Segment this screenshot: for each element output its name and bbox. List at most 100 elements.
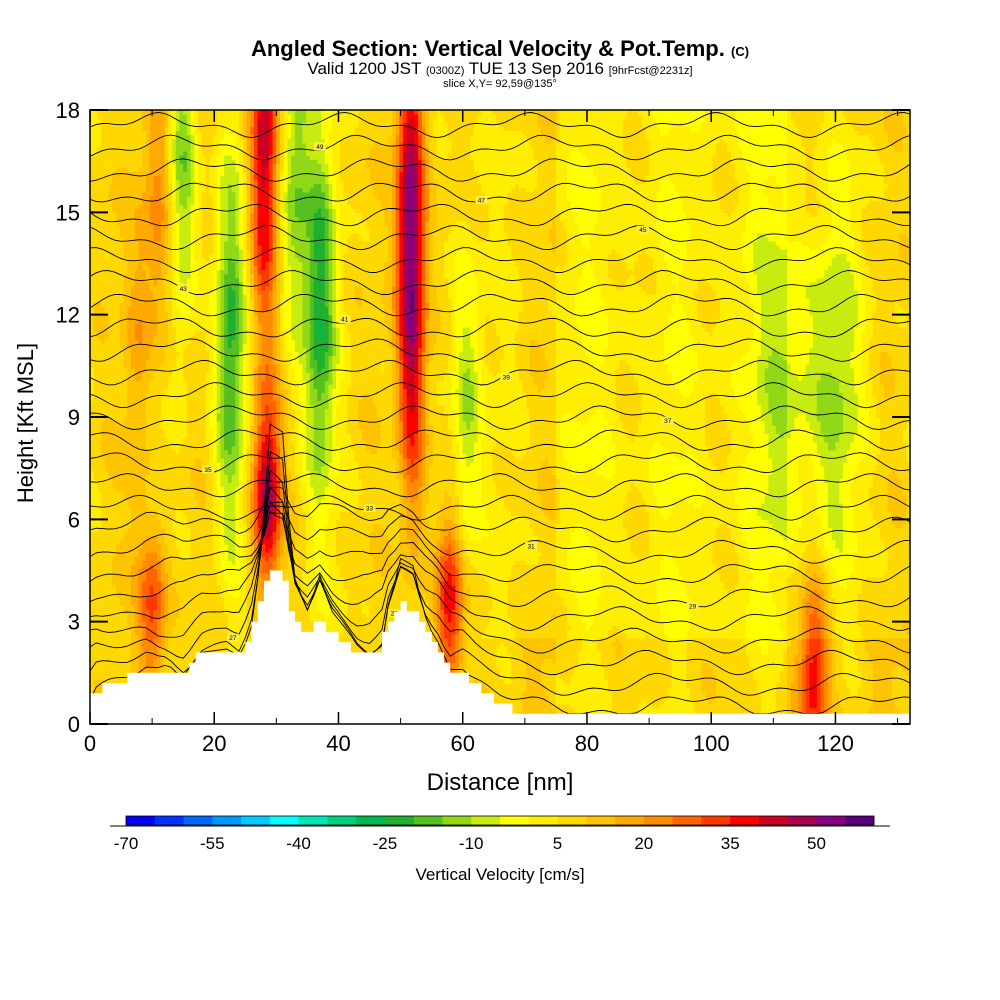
field-cell (104, 429, 110, 434)
field-cell (168, 552, 173, 557)
field-cell (194, 556, 199, 561)
field-cell (108, 257, 113, 263)
field-cell (153, 347, 158, 353)
field-cell (131, 556, 136, 561)
field-cell (101, 134, 106, 140)
field-cell (198, 396, 203, 402)
field-cell (186, 130, 192, 136)
field-cell (168, 126, 173, 132)
field-cell (160, 212, 166, 218)
field-cell (97, 146, 102, 152)
field-cell (108, 298, 113, 303)
field-cell (168, 347, 173, 353)
field-cell (157, 138, 162, 144)
field-cell (186, 298, 192, 303)
field-cell (194, 482, 199, 488)
field-cell (183, 482, 188, 488)
field-cell (131, 470, 136, 475)
field-cell (160, 150, 166, 156)
field-cell (142, 638, 147, 643)
field-cell (116, 191, 121, 197)
field-cell (90, 642, 95, 647)
field-cell (168, 629, 173, 635)
field-cell (149, 462, 154, 467)
field-cell (190, 310, 195, 316)
field-cell (145, 515, 151, 520)
field-cell (101, 654, 106, 660)
field-cell (172, 179, 177, 185)
field-cell (97, 384, 102, 389)
field-cell (205, 200, 210, 205)
field-cell (164, 146, 169, 152)
field-cell (119, 527, 125, 533)
field-cell (134, 457, 140, 463)
field-cell (153, 564, 158, 570)
field-cell (201, 359, 207, 365)
field-cell (119, 331, 125, 336)
field-cell (93, 355, 99, 361)
field-cell (194, 572, 199, 578)
field-cell (198, 412, 203, 418)
field-cell (112, 249, 117, 254)
field-cell (172, 666, 177, 672)
field-cell (157, 146, 162, 152)
field-cell (157, 580, 162, 586)
field-cell (127, 400, 132, 406)
field-cell (138, 412, 143, 418)
field-cell (183, 212, 188, 218)
field-cell (138, 245, 143, 250)
field-cell (183, 412, 188, 418)
field-cell (175, 212, 181, 218)
field-cell (190, 195, 195, 201)
field-cell (112, 429, 117, 434)
field-cell (194, 417, 199, 422)
field-cell (123, 175, 128, 181)
field-cell (123, 118, 128, 123)
field-cell (112, 257, 117, 263)
field-cell (101, 588, 106, 594)
field-cell (149, 474, 154, 479)
field-cell (198, 265, 203, 271)
field-cell (164, 523, 169, 529)
field-cell (116, 625, 121, 631)
field-cell (116, 224, 121, 230)
field-cell (160, 388, 166, 394)
field-cell (179, 257, 184, 263)
field-cell (142, 142, 147, 148)
field-cell (142, 457, 147, 463)
field-cell (90, 212, 95, 218)
field-cell (127, 376, 132, 381)
field-cell (198, 146, 203, 152)
field-cell (134, 257, 140, 263)
field-cell (201, 212, 207, 218)
field-cell (142, 273, 147, 279)
field-cell (205, 261, 210, 267)
field-cell (145, 658, 151, 664)
field-cell (164, 441, 169, 447)
field-cell (90, 580, 95, 586)
field-cell (90, 457, 95, 463)
field-cell (190, 629, 195, 635)
field-cell (104, 359, 110, 365)
field-cell (131, 584, 136, 590)
field-cell (205, 457, 210, 463)
field-cell (172, 568, 177, 574)
field-cell (179, 490, 184, 496)
field-cell (157, 142, 162, 148)
field-cell (157, 531, 162, 537)
field-cell (175, 331, 181, 336)
field-cell (183, 523, 188, 529)
field-cell (205, 449, 210, 455)
field-cell (194, 187, 199, 193)
field-cell (190, 453, 195, 459)
field-cell (138, 155, 143, 160)
field-cell (201, 593, 207, 598)
field-cell (186, 146, 192, 152)
field-cell (172, 449, 177, 455)
field-cell (123, 110, 128, 115)
field-cell (131, 245, 136, 250)
field-cell (93, 666, 99, 672)
field-cell (205, 220, 210, 226)
field-cell (127, 519, 132, 525)
field-cell (131, 257, 136, 263)
